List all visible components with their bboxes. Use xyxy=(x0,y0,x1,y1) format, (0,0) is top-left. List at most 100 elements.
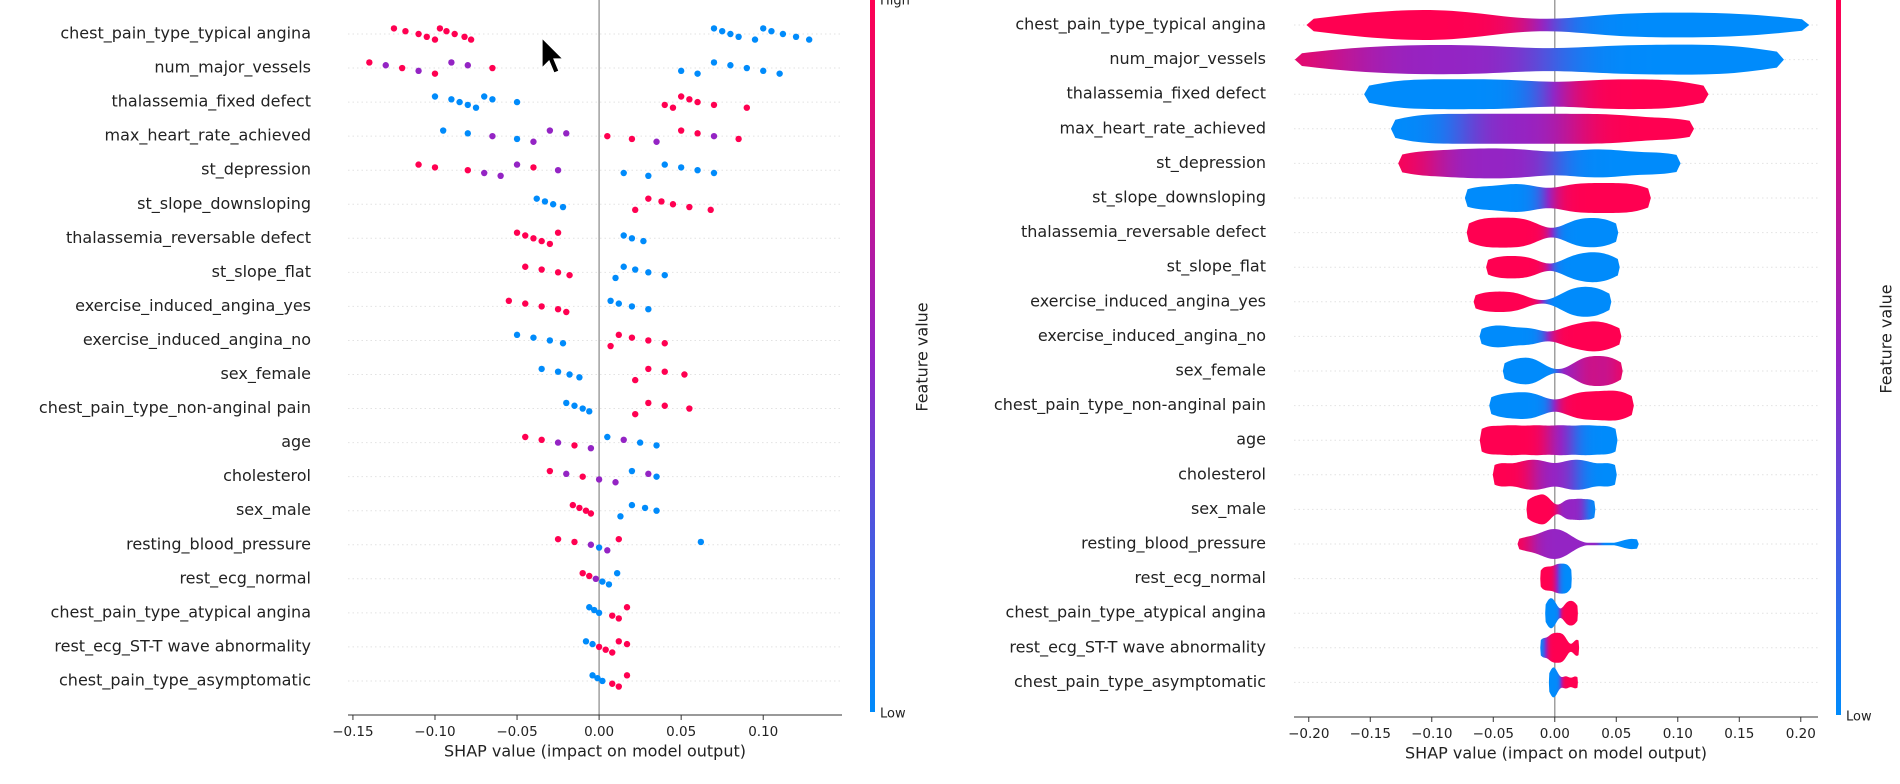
shap-dot xyxy=(686,405,693,412)
shap-dot xyxy=(436,25,444,32)
x-axis-label: SHAP value (impact on model output) xyxy=(444,742,746,761)
shap-dot xyxy=(456,98,463,106)
shap-dot xyxy=(669,201,677,208)
shap-dot xyxy=(645,172,652,179)
shap-dot xyxy=(628,467,636,475)
shap-dot xyxy=(481,169,488,177)
shap-dot xyxy=(697,538,705,546)
shap-dot xyxy=(522,300,529,307)
feature-label: sex_male xyxy=(236,500,311,520)
shap-dot xyxy=(645,337,652,344)
feature-label: st_slope_downsloping xyxy=(137,194,311,214)
shap-dot xyxy=(559,203,567,211)
shap-dot xyxy=(563,470,570,478)
shap-dot xyxy=(497,172,504,179)
feature-label: cholesterol xyxy=(223,466,311,485)
shap-dot xyxy=(653,138,660,145)
shap-dot xyxy=(586,604,593,611)
shap-dot xyxy=(694,70,701,77)
shap-dot xyxy=(538,365,545,373)
shap-dot xyxy=(571,402,578,409)
shap-dot xyxy=(582,507,590,514)
shap-dot xyxy=(579,570,586,577)
feature-label: chest_pain_type_non-anginal pain xyxy=(39,398,311,418)
shap-dot xyxy=(694,98,701,106)
shap-dot xyxy=(677,127,685,134)
shap-dot xyxy=(522,232,529,239)
shap-dot xyxy=(571,442,578,449)
feature-label: rest_ecg_ST-T wave abnormality xyxy=(54,636,311,656)
feature-label: st_slope_flat xyxy=(1167,257,1266,277)
shap-dot xyxy=(505,297,513,304)
shap-dot xyxy=(530,164,537,171)
shap-dot xyxy=(489,96,496,103)
violin xyxy=(1479,321,1622,352)
violin xyxy=(1390,113,1695,144)
x-tick-label: 0.00 xyxy=(1540,726,1570,742)
shap-dot xyxy=(641,504,649,512)
feature-label: st_depression xyxy=(1156,153,1266,173)
shap-dot xyxy=(464,101,472,109)
shap-dot xyxy=(607,297,614,304)
feature-label: chest_pain_type_typical angina xyxy=(1015,15,1266,35)
shap-dot xyxy=(554,167,562,174)
violin xyxy=(1364,79,1709,110)
shap-dot xyxy=(590,606,598,614)
shap-dot xyxy=(439,127,447,134)
shap-dot xyxy=(727,62,734,69)
shap-dot xyxy=(595,476,603,483)
shap-dot xyxy=(653,507,660,514)
shap-dot xyxy=(612,274,619,282)
shap-dot xyxy=(615,683,622,690)
shap-dot xyxy=(431,93,439,100)
shap-dot xyxy=(533,195,540,202)
shap-dot xyxy=(576,504,583,512)
colorbar xyxy=(1836,0,1841,715)
shap-dot xyxy=(579,473,586,480)
shap-dot xyxy=(587,541,595,548)
shap-dot xyxy=(645,269,652,276)
feature-label: resting_blood_pressure xyxy=(126,534,311,554)
shap-dot xyxy=(549,201,557,208)
shap-dot xyxy=(448,59,455,66)
feature-label: chest_pain_type_asymptomatic xyxy=(1014,672,1266,692)
shap-dot xyxy=(694,130,701,137)
shap-dot xyxy=(538,237,545,245)
shap-dot xyxy=(604,132,611,140)
feature-label: chest_pain_type_asymptomatic xyxy=(59,670,311,690)
shap-dot xyxy=(615,300,622,307)
shap-dot xyxy=(522,263,529,270)
shap-dot xyxy=(604,433,611,441)
violin xyxy=(1489,390,1634,421)
violin xyxy=(1486,252,1620,283)
shap-dot xyxy=(805,36,813,43)
x-tick-label: 0.05 xyxy=(666,724,696,740)
shap-dot xyxy=(735,33,742,40)
x-axis-label: SHAP value (impact on model output) xyxy=(1405,744,1707,763)
shap-dot xyxy=(735,135,742,143)
shap-dot xyxy=(586,408,593,415)
shap-dot xyxy=(636,439,644,446)
shap-dot xyxy=(566,271,573,279)
shap-dot xyxy=(645,470,652,478)
shap-dot xyxy=(513,229,521,236)
shap-dot xyxy=(677,93,685,100)
x-tick-label: 0.10 xyxy=(748,724,778,740)
violin xyxy=(1526,494,1596,525)
x-tick-label: 0.00 xyxy=(584,724,614,740)
shap-dot xyxy=(623,672,631,679)
shap-dot xyxy=(645,306,652,313)
shap-dot xyxy=(546,127,554,134)
shap-dot xyxy=(415,161,422,168)
shap-dot xyxy=(415,67,422,75)
feature-label: chest_pain_type_typical angina xyxy=(60,24,311,44)
shap-dot xyxy=(481,93,488,100)
shap-dot xyxy=(431,70,439,77)
shap-dot xyxy=(554,306,562,313)
shap-dot xyxy=(632,266,639,273)
shap-dot xyxy=(599,677,606,685)
shap-dot xyxy=(653,442,660,449)
shap-dot xyxy=(620,232,627,239)
shap-dot xyxy=(489,64,496,72)
shap-dot xyxy=(472,104,480,111)
